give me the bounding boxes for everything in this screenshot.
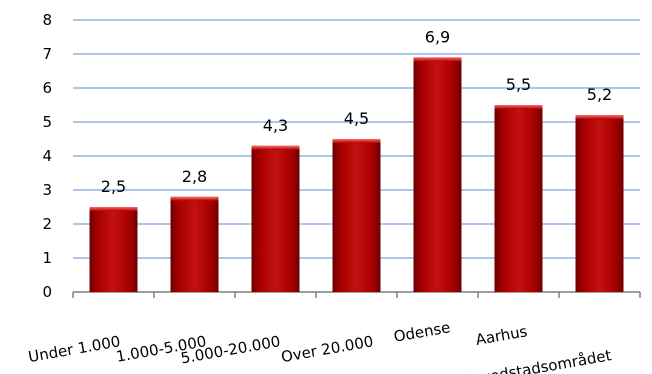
bar-top-highlight	[332, 139, 381, 143]
x-tick-label: Hovedstadsområdet	[460, 346, 613, 374]
data-label: 5,5	[506, 75, 531, 94]
x-tick-label: Over 20.000	[280, 332, 375, 366]
bar-top-highlight	[413, 57, 462, 62]
y-tick-label: 7	[42, 45, 52, 63]
data-label: 6,9	[425, 27, 450, 46]
y-tick-label: 1	[42, 249, 52, 267]
bar	[170, 196, 219, 292]
bar	[89, 207, 138, 292]
y-tick-label: 3	[42, 181, 52, 199]
y-tick-label: 0	[42, 283, 52, 301]
y-tick-label: 8	[42, 11, 52, 29]
x-tick-label: Odense	[392, 318, 451, 346]
bar-top-highlight	[170, 196, 219, 201]
bar	[251, 145, 300, 292]
bar-top-highlight	[89, 207, 138, 211]
bar-top-highlight	[251, 145, 300, 150]
data-label: 4,5	[344, 109, 369, 128]
bar	[575, 115, 624, 292]
bars	[89, 57, 624, 293]
bar	[413, 57, 462, 293]
data-label: 4,3	[263, 116, 288, 135]
bar	[332, 139, 381, 292]
x-tick-label: Aarhus	[474, 322, 529, 349]
y-tick-label: 4	[42, 147, 52, 165]
x-tick-label: Under 1.000	[27, 332, 122, 366]
bar-top-highlight	[494, 105, 543, 109]
axes	[72, 291, 641, 298]
data-label: 2,5	[101, 177, 126, 196]
y-tick-label: 6	[42, 79, 52, 97]
bar	[494, 105, 543, 292]
y-tick-label: 5	[42, 113, 52, 131]
data-label: 2,8	[182, 167, 207, 186]
y-tick-label: 2	[42, 215, 52, 233]
data-label: 5,2	[587, 85, 612, 104]
bar-top-highlight	[575, 115, 624, 120]
